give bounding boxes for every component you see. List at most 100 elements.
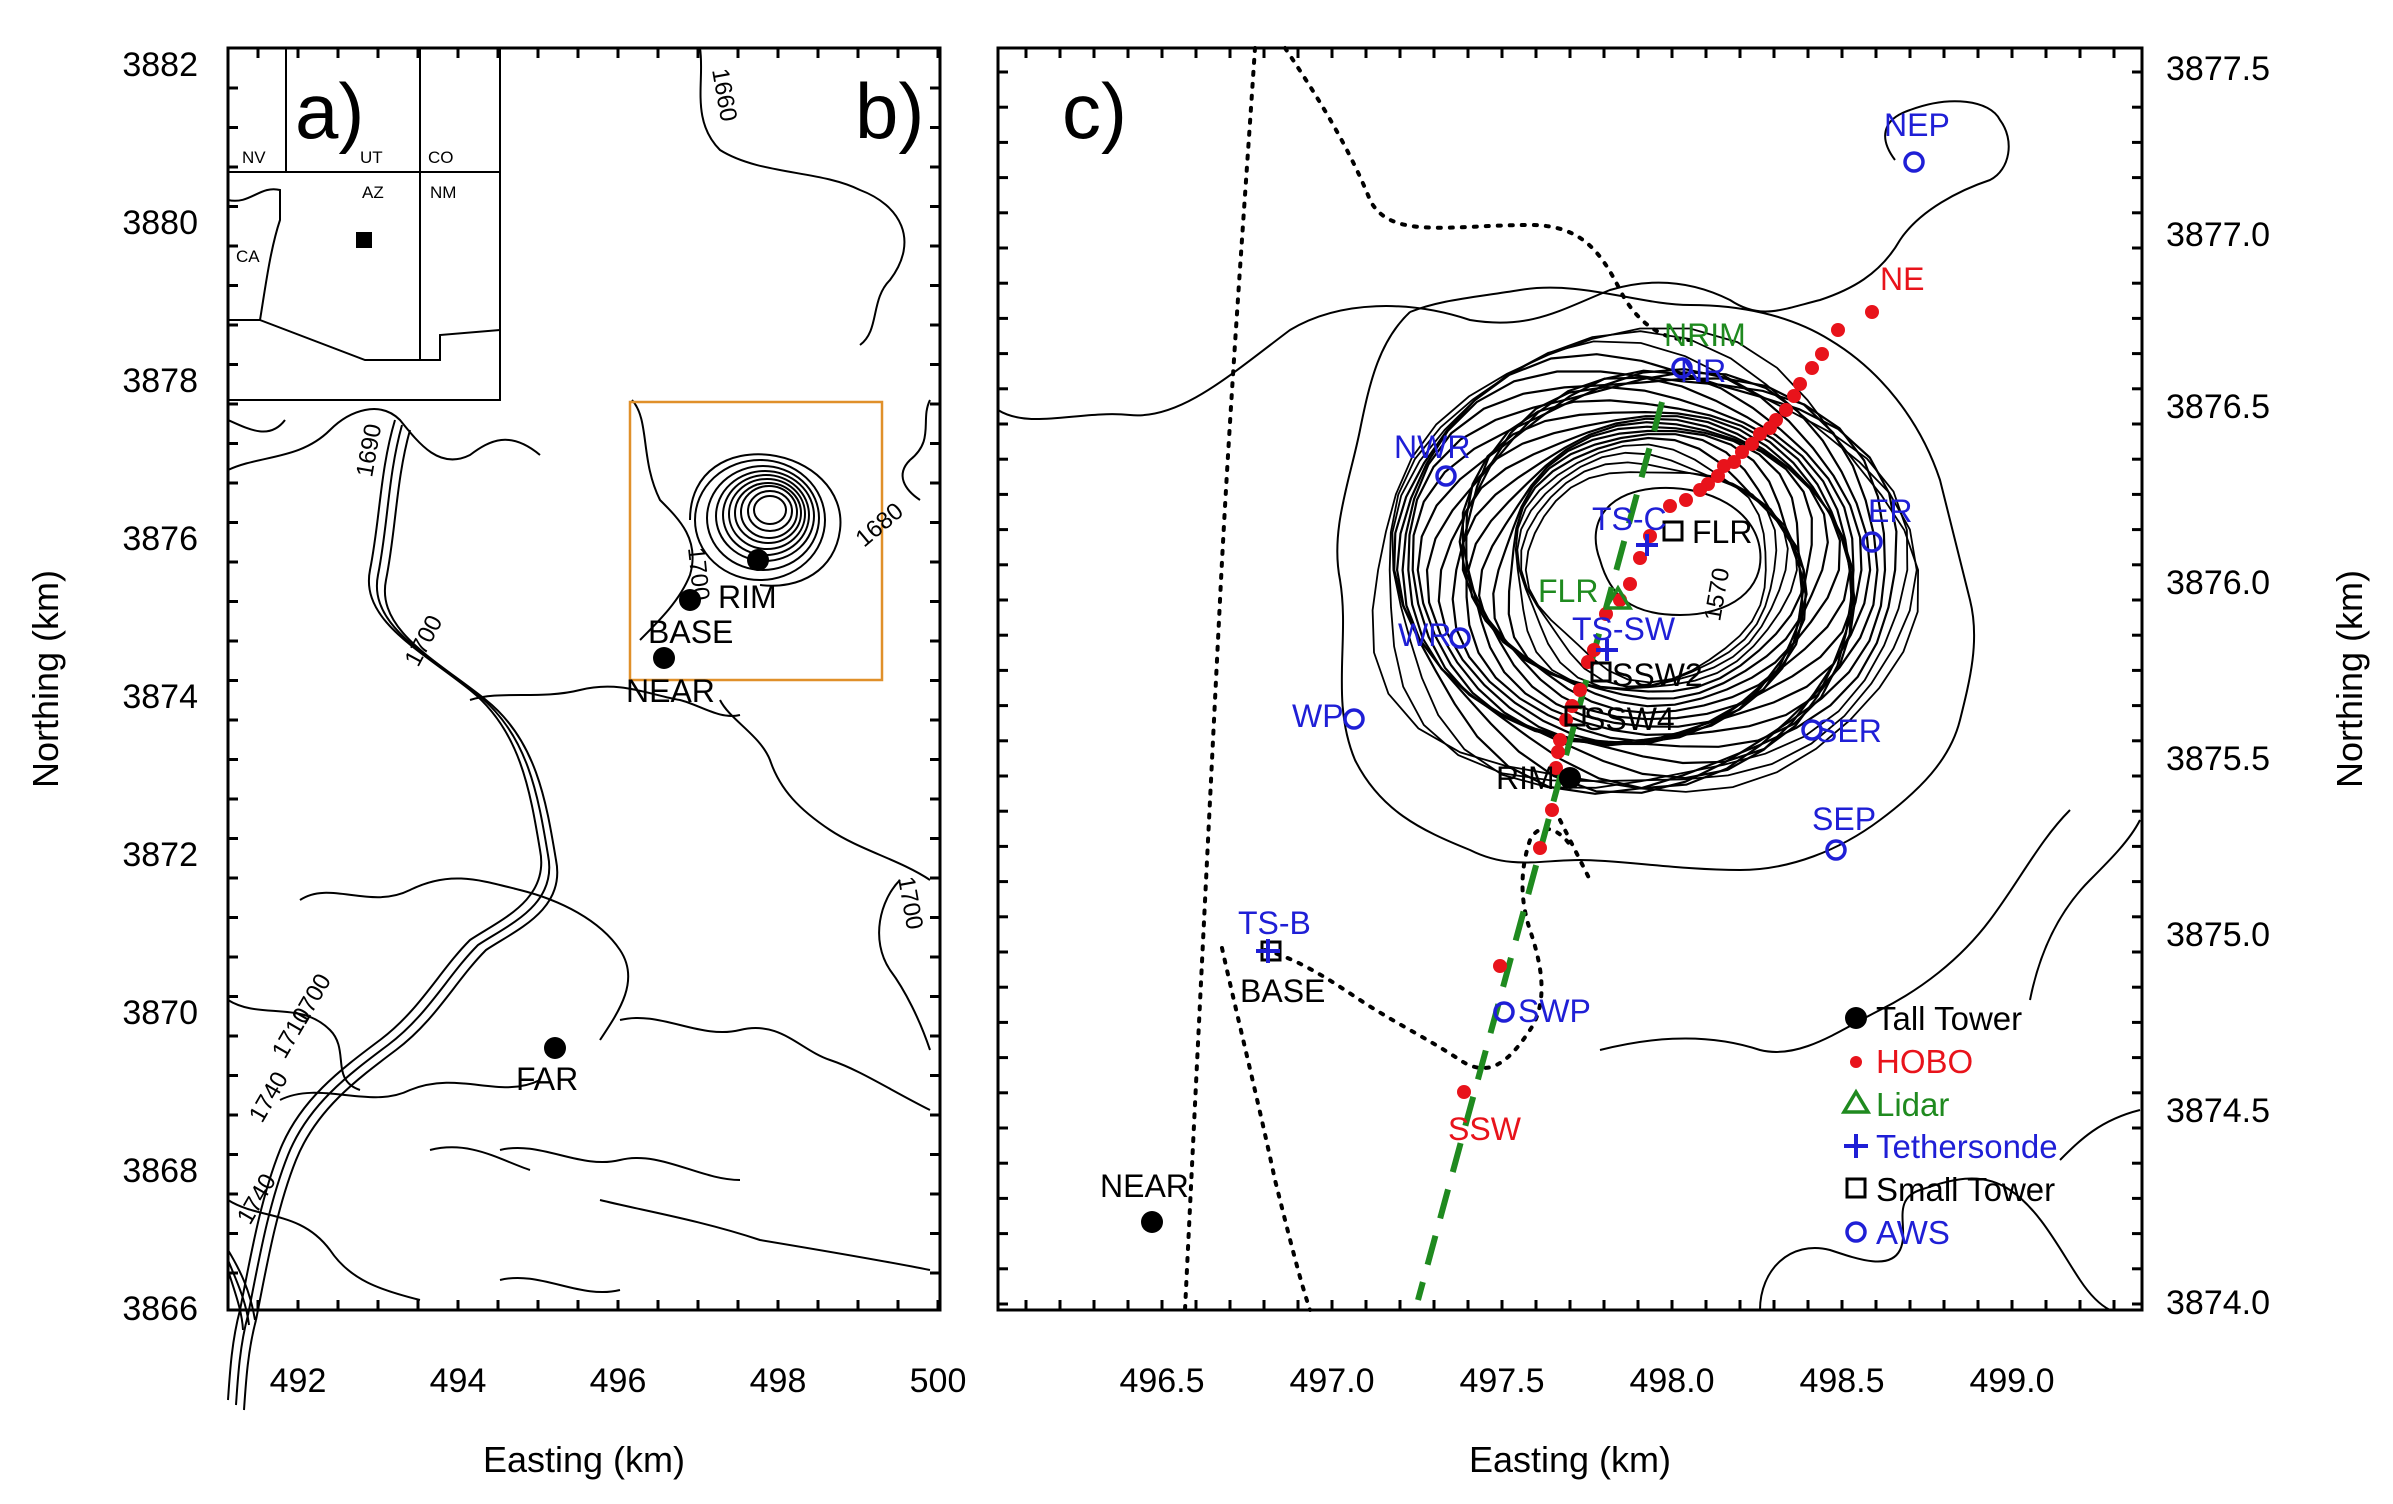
site-label-nr: NR bbox=[1680, 353, 1726, 389]
hobo-marker-icon bbox=[1735, 445, 1749, 459]
site-label-base: BASE bbox=[648, 614, 733, 650]
right-axis-ticks bbox=[998, 48, 2142, 1310]
site-label-er: ER bbox=[1868, 493, 1912, 529]
hobo-marker-icon bbox=[1793, 377, 1807, 391]
contour-label: 1660 bbox=[706, 66, 742, 123]
inset-map-states: a) NV UT CO CA AZ NM bbox=[227, 47, 501, 401]
y-tick-label: 3876.5 bbox=[2166, 388, 2270, 426]
contour-line bbox=[1467, 425, 1804, 714]
legend-aws-icon bbox=[1845, 1221, 1867, 1243]
crater-floor-contour bbox=[1594, 486, 1762, 617]
contour-line bbox=[1461, 421, 1813, 721]
small-tower-marker-icon bbox=[1662, 520, 1684, 542]
y-tick-label: 3877.0 bbox=[2166, 216, 2270, 254]
y-tick-label: 3875.5 bbox=[2166, 740, 2270, 778]
legend-tethersonde-icon bbox=[1844, 1134, 1868, 1158]
state-label-nm: NM bbox=[430, 183, 456, 202]
legend-item-tethersonde: Tethersonde bbox=[1876, 1128, 2058, 1165]
y-tick-label: 3880 bbox=[122, 204, 198, 242]
hobo-marker-icon bbox=[1745, 437, 1759, 451]
site-label-ssw: SSW bbox=[1448, 1111, 1522, 1147]
site-label-flr-tower: FLR bbox=[1692, 514, 1752, 550]
contour-line bbox=[1388, 330, 1918, 783]
legend: Tall Tower HOBO Lidar Tethersonde Small … bbox=[1840, 1000, 2058, 1251]
x-tick-label: 497.5 bbox=[1459, 1362, 1544, 1400]
site-label-rim: RIM bbox=[1496, 760, 1555, 796]
y-tick-label: 3872 bbox=[122, 836, 198, 874]
y-tick-label: 3866 bbox=[122, 1290, 198, 1328]
x-axis-label: Easting (km) bbox=[483, 1439, 685, 1480]
legend-tall-tower-icon bbox=[1845, 1007, 1867, 1029]
x-tick-label: 498 bbox=[750, 1362, 807, 1400]
site-label-ts-sw: TS-SW bbox=[1572, 611, 1676, 647]
contour-label: 1700 bbox=[892, 874, 928, 931]
legend-item-aws: AWS bbox=[1876, 1214, 1950, 1251]
tall-tower-marker-icon bbox=[544, 1037, 566, 1059]
legend-item-hobo: HOBO bbox=[1876, 1043, 1973, 1080]
left-canyon-contours bbox=[227, 419, 559, 1411]
y-tick-label: 3875.0 bbox=[2166, 916, 2270, 954]
y-tick-label: 3874.0 bbox=[2166, 1284, 2270, 1322]
x-tick-label: 494 bbox=[430, 1362, 487, 1400]
x-tick-label: 498.0 bbox=[1629, 1362, 1714, 1400]
crater-contour-label: 1570 bbox=[1699, 566, 1735, 623]
left-map-panel: a) NV UT CO CA AZ NM b) 1660 1690 1700 1… bbox=[25, 46, 966, 1480]
small-tower-marker-icon bbox=[1590, 661, 1612, 683]
state-label-ca: CA bbox=[236, 247, 260, 266]
hobo-marker-icon bbox=[1663, 499, 1677, 513]
legend-lidar-icon bbox=[1840, 1088, 1872, 1114]
hobo-marker-icon bbox=[1711, 469, 1725, 483]
contour-line bbox=[1477, 429, 1807, 708]
contour-line bbox=[1492, 433, 1808, 700]
hobo-marker-icon bbox=[1779, 403, 1793, 417]
tall-tower-marker-icon bbox=[1141, 1211, 1163, 1233]
site-label-nwr: NWR bbox=[1394, 429, 1470, 465]
hobo-marker-icon bbox=[1679, 493, 1693, 507]
legend-small-tower-icon bbox=[1845, 1177, 1867, 1199]
hobo-marker-icon bbox=[1623, 577, 1637, 591]
hobo-sensors bbox=[1457, 305, 1879, 1099]
site-label-swp: SWP bbox=[1518, 993, 1591, 1029]
hobo-marker-icon bbox=[1693, 483, 1707, 497]
contour-label: 1740 bbox=[232, 1169, 282, 1229]
hobo-marker-icon bbox=[1545, 803, 1559, 817]
tall-tower-marker-icon bbox=[1559, 767, 1581, 789]
site-label-ser: SER bbox=[1816, 713, 1882, 749]
site-label-far: FAR bbox=[516, 1061, 578, 1097]
hobo-marker-icon bbox=[1551, 745, 1565, 759]
contour-line bbox=[1465, 410, 1852, 743]
y-tick-label: 3876.0 bbox=[2166, 564, 2270, 602]
lidar-marker-icon bbox=[1602, 584, 1634, 610]
legend-item-tall-tower: Tall Tower bbox=[1876, 1000, 2022, 1037]
y-tick-label: 3870 bbox=[122, 994, 198, 1032]
hobo-marker-icon bbox=[1493, 959, 1507, 973]
y-tick-label: 3874 bbox=[122, 678, 198, 716]
site-label-base: BASE bbox=[1240, 973, 1325, 1009]
crater-contours bbox=[1371, 327, 1920, 795]
zoom-region-box bbox=[628, 400, 884, 682]
site-label-sep: SEP bbox=[1812, 801, 1876, 837]
hobo-marker-icon bbox=[1805, 361, 1819, 375]
contour-line bbox=[1437, 385, 1856, 747]
x-tick-label: 499.0 bbox=[1969, 1362, 2054, 1400]
left-panel-label: b) bbox=[855, 67, 924, 155]
hobo-marker-icon bbox=[1599, 607, 1613, 621]
site-label-ssw4: SSW4 bbox=[1584, 701, 1675, 737]
hobo-marker-icon bbox=[1865, 305, 1879, 319]
inset-panel-label: a) bbox=[295, 67, 364, 155]
site-label-rim: RIM bbox=[718, 579, 777, 615]
contour-label: 1680 bbox=[851, 498, 909, 553]
y-axis-label: Northing (km) bbox=[25, 570, 66, 788]
site-label-nrim: NRIM bbox=[1664, 317, 1746, 353]
state-label-nv: NV bbox=[242, 148, 266, 167]
hobo-marker-icon bbox=[1815, 347, 1829, 361]
hobo-marker-icon bbox=[1573, 683, 1587, 697]
x-axis-label: Easting (km) bbox=[1469, 1439, 1671, 1480]
hobo-marker-icon bbox=[1831, 323, 1845, 337]
x-tick-label: 492 bbox=[270, 1362, 327, 1400]
site-label-ts-b: TS-B bbox=[1238, 905, 1311, 941]
contour-line bbox=[1401, 377, 1879, 790]
hobo-marker-icon bbox=[1457, 1085, 1471, 1099]
site-label-near: NEAR bbox=[626, 673, 715, 709]
contour-line bbox=[1416, 369, 1855, 748]
